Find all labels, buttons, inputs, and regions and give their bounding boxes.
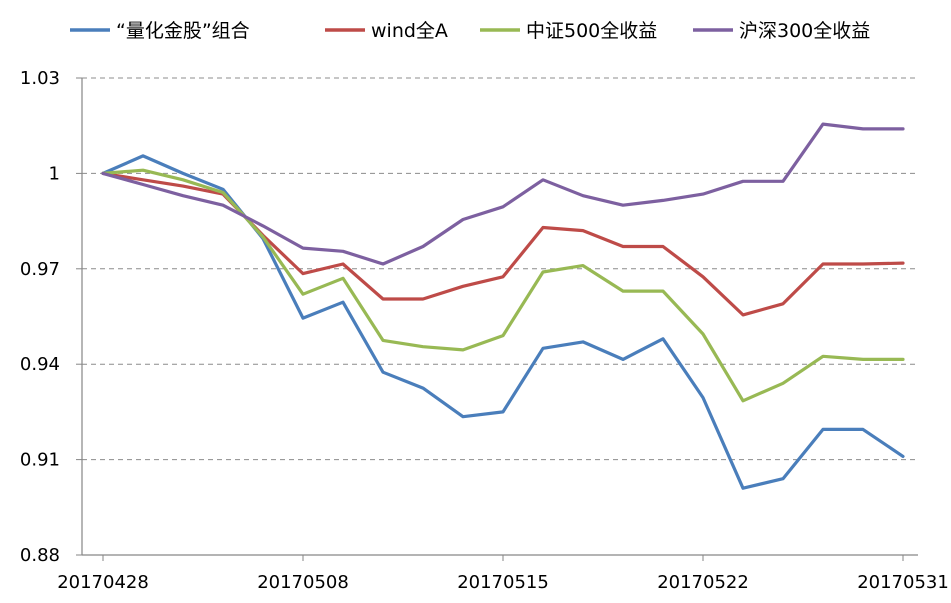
y-tick-label: 0.94 <box>20 354 60 375</box>
series-line-3 <box>101 168 905 403</box>
x-tick-label: 20170531 <box>857 572 949 593</box>
y-tick-label: 0.88 <box>20 545 60 566</box>
y-axis-ticks: 0.88 0.91 0.94 0.97 1 1.03 <box>20 68 82 566</box>
y-tick-label: 1 <box>49 163 60 184</box>
y-tick-label: 1.03 <box>20 68 60 89</box>
y-tick-label: 0.91 <box>20 450 60 471</box>
x-tick-label: 20170508 <box>257 572 349 593</box>
series-lines <box>101 122 905 490</box>
legend: “量化金股”组合 wind全A 中证500全收益 沪深300全收益 <box>70 20 870 42</box>
x-axis-ticks: 20170428 20170508 20170515 20170522 20170531 <box>57 555 949 593</box>
x-tick-label: 20170522 <box>657 572 749 593</box>
legend-label: 中证500全收益 <box>526 20 657 42</box>
x-tick-label: 20170515 <box>457 572 549 593</box>
y-tick-label: 0.97 <box>20 259 60 280</box>
legend-label: 沪深300全收益 <box>739 20 870 42</box>
legend-label: wind全A <box>371 20 448 42</box>
legend-label: “量化金股”组合 <box>116 20 250 42</box>
grid-lines <box>82 77 918 461</box>
series-line-4 <box>101 122 905 266</box>
x-tick-label: 20170428 <box>57 572 149 593</box>
